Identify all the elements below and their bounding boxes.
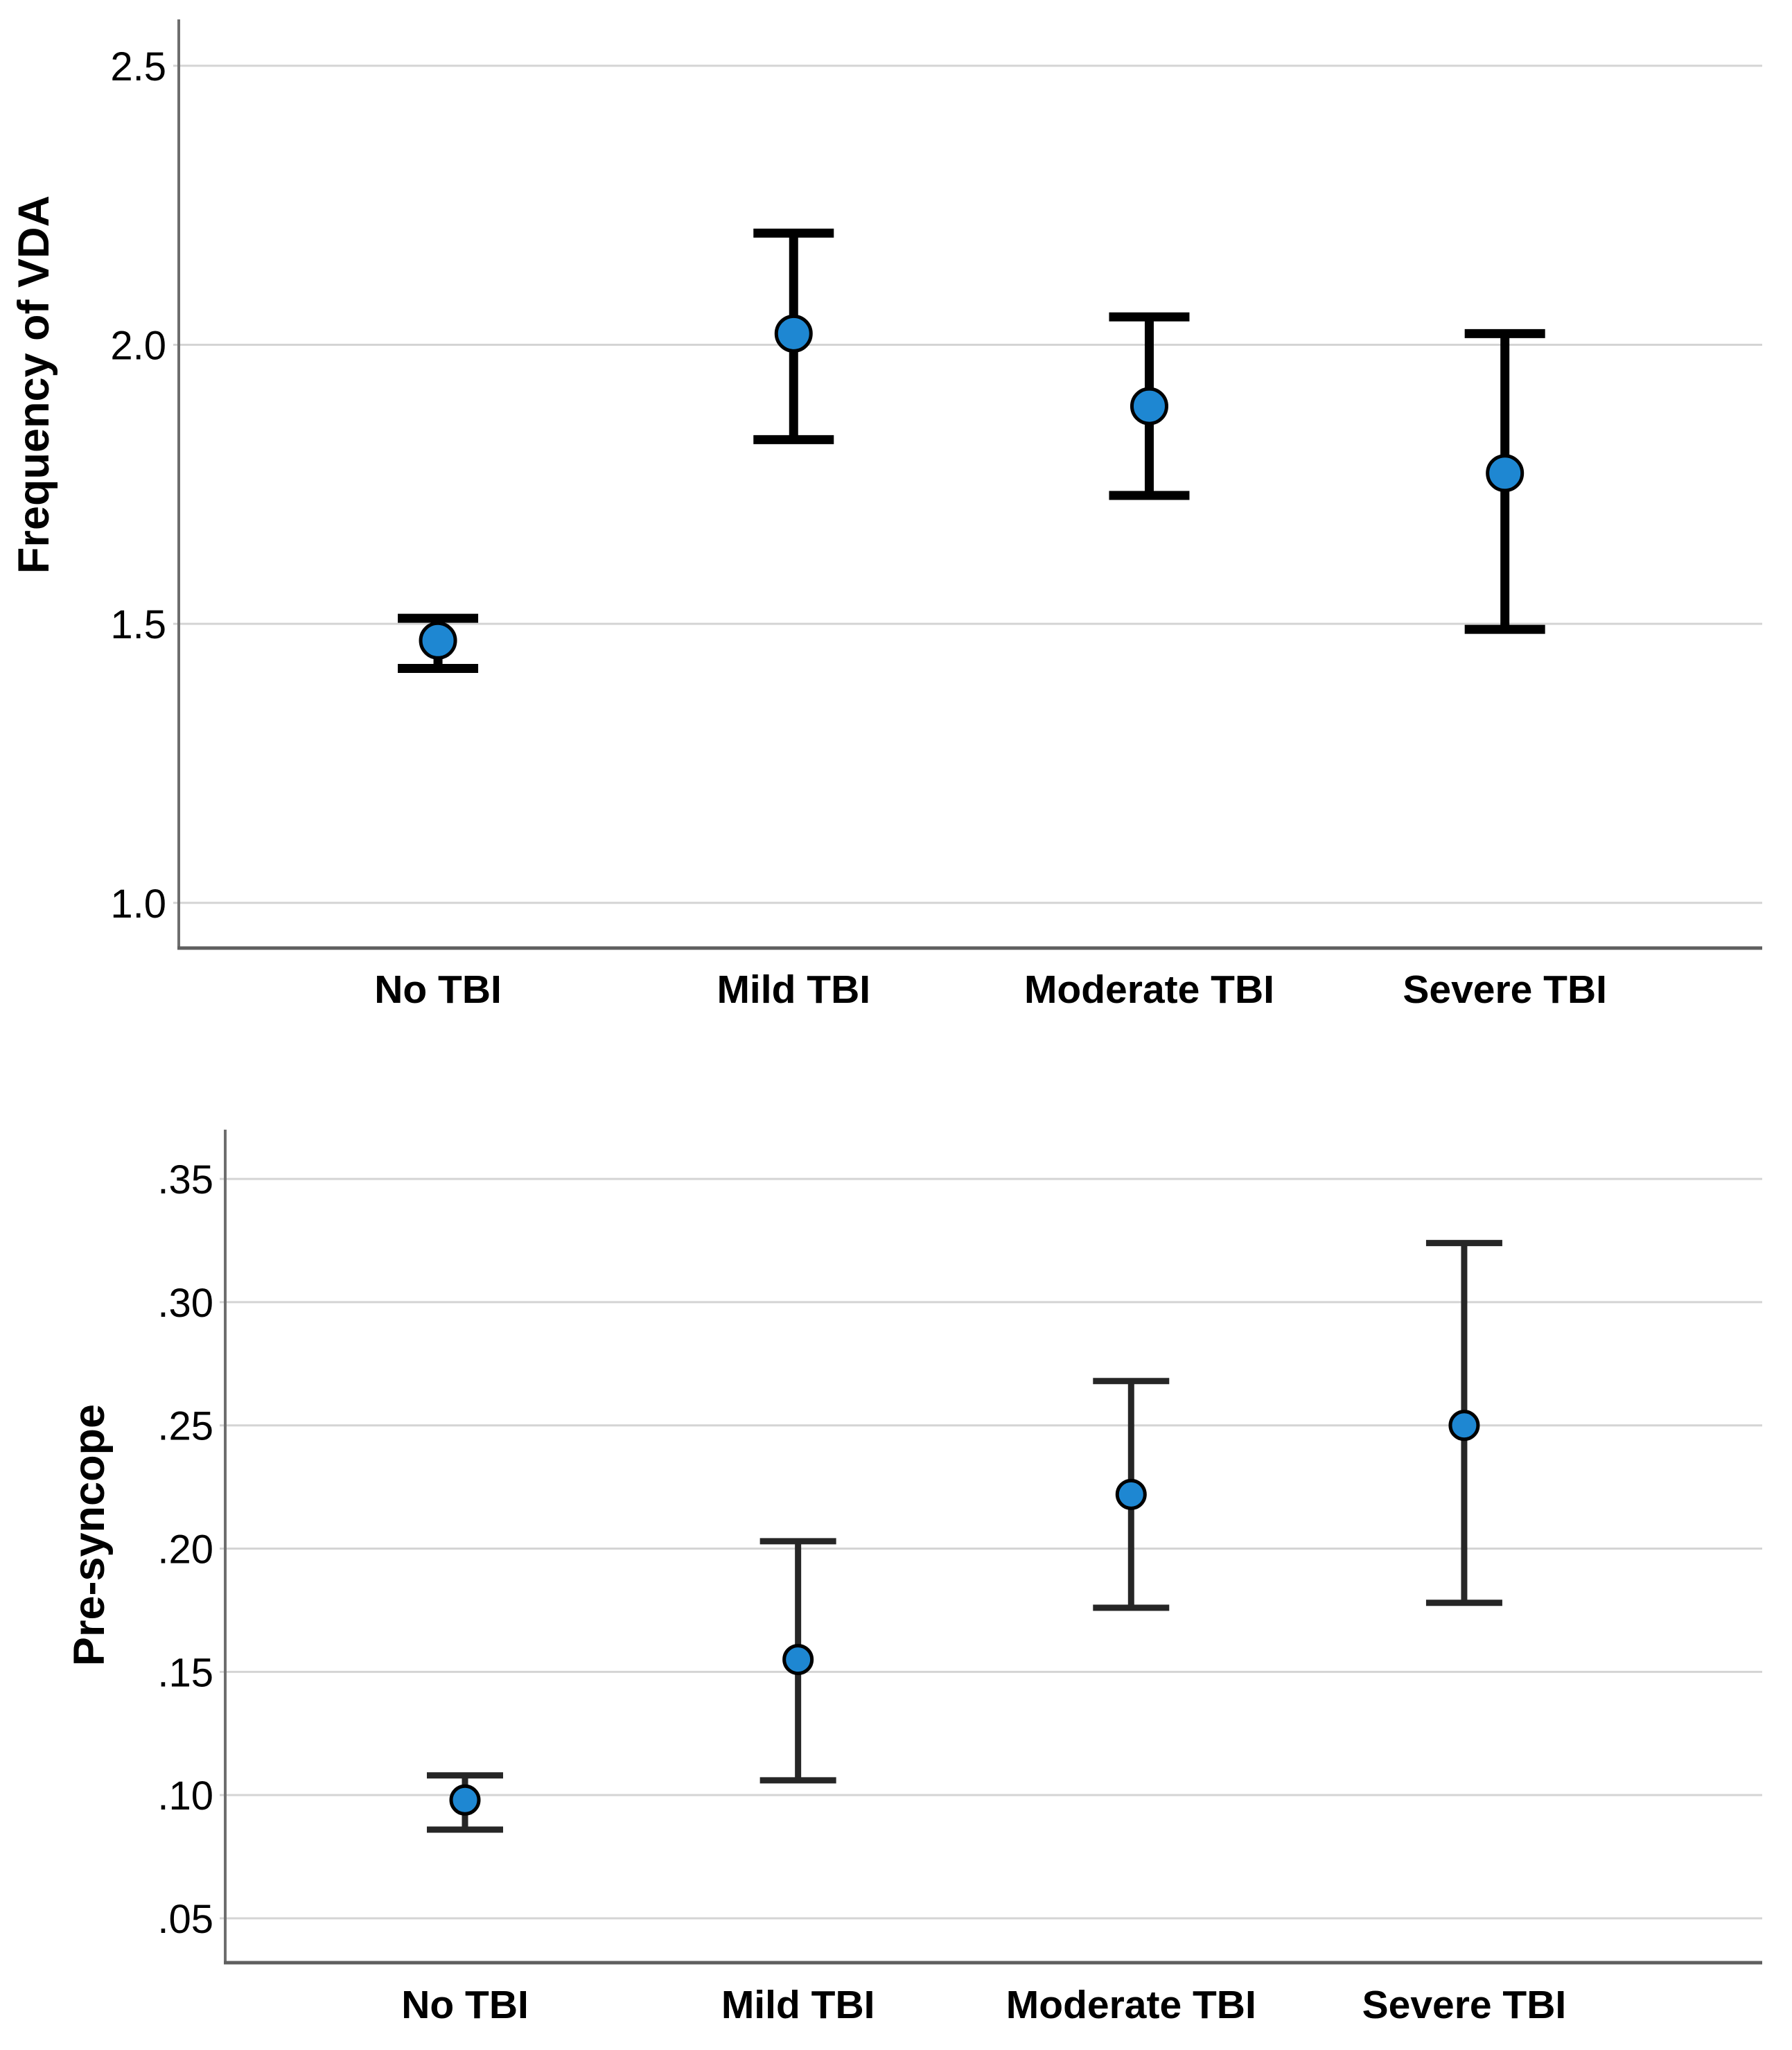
mean-point (782, 1644, 814, 1676)
y-tick-label: 1.5 (110, 602, 166, 647)
error-bar-group (427, 1772, 504, 1833)
x-category-label: Severe TBI (1362, 1983, 1567, 2027)
mean-point (449, 1784, 481, 1816)
mean-point (1115, 1478, 1147, 1510)
mean-point (1448, 1410, 1480, 1442)
y-tick-label: .10 (157, 1773, 213, 1819)
y-tick-label: 1.0 (110, 882, 166, 927)
x-category-label: Mild TBI (721, 1983, 875, 2027)
mean-point (1130, 387, 1168, 426)
error-bar-group (753, 228, 834, 444)
y-tick-label: .30 (157, 1281, 213, 1326)
y-axis-title: Frequency of VDA (10, 195, 58, 574)
y-tick-label: .25 (157, 1404, 213, 1449)
x-category-label: No TBI (401, 1983, 529, 2027)
y-tick-label: .35 (157, 1157, 213, 1202)
error-bar-group (1093, 1378, 1170, 1611)
mean-point (1486, 454, 1525, 493)
error-bar-group (759, 1538, 836, 1784)
x-category-label: No TBI (374, 967, 502, 1012)
error-bar-group (1109, 312, 1190, 500)
x-category-label: Mild TBI (717, 967, 870, 1012)
mean-point (419, 621, 457, 660)
y-axis-title: Pre-syncope (65, 1404, 114, 1666)
y-tick-label: .20 (157, 1527, 213, 1572)
vda-error-bar-chart: 2.5 2.0 1.5 1.0 Frequency of VDA No TBI Mild T… (10, 19, 1762, 1012)
error-bar-group (398, 613, 479, 674)
error-bar-group (1425, 1240, 1502, 1606)
x-category-label: Moderate TBI (1024, 967, 1274, 1012)
y-tick-label: .15 (157, 1650, 213, 1695)
y-tick-label: 2.0 (110, 323, 166, 368)
y-tick-label: 2.5 (110, 44, 166, 89)
x-category-label: Severe TBI (1403, 967, 1607, 1012)
error-bar-group (1464, 328, 1545, 634)
mean-point (774, 314, 813, 353)
y-tick-label: .05 (157, 1897, 213, 1942)
presyncope-error-bar-chart: .35 .30 .25 .20 .15 .10 .05 Pre-syncope No TBI Mi… (65, 1130, 1762, 2027)
x-category-label: Moderate TBI (1006, 1983, 1256, 2027)
